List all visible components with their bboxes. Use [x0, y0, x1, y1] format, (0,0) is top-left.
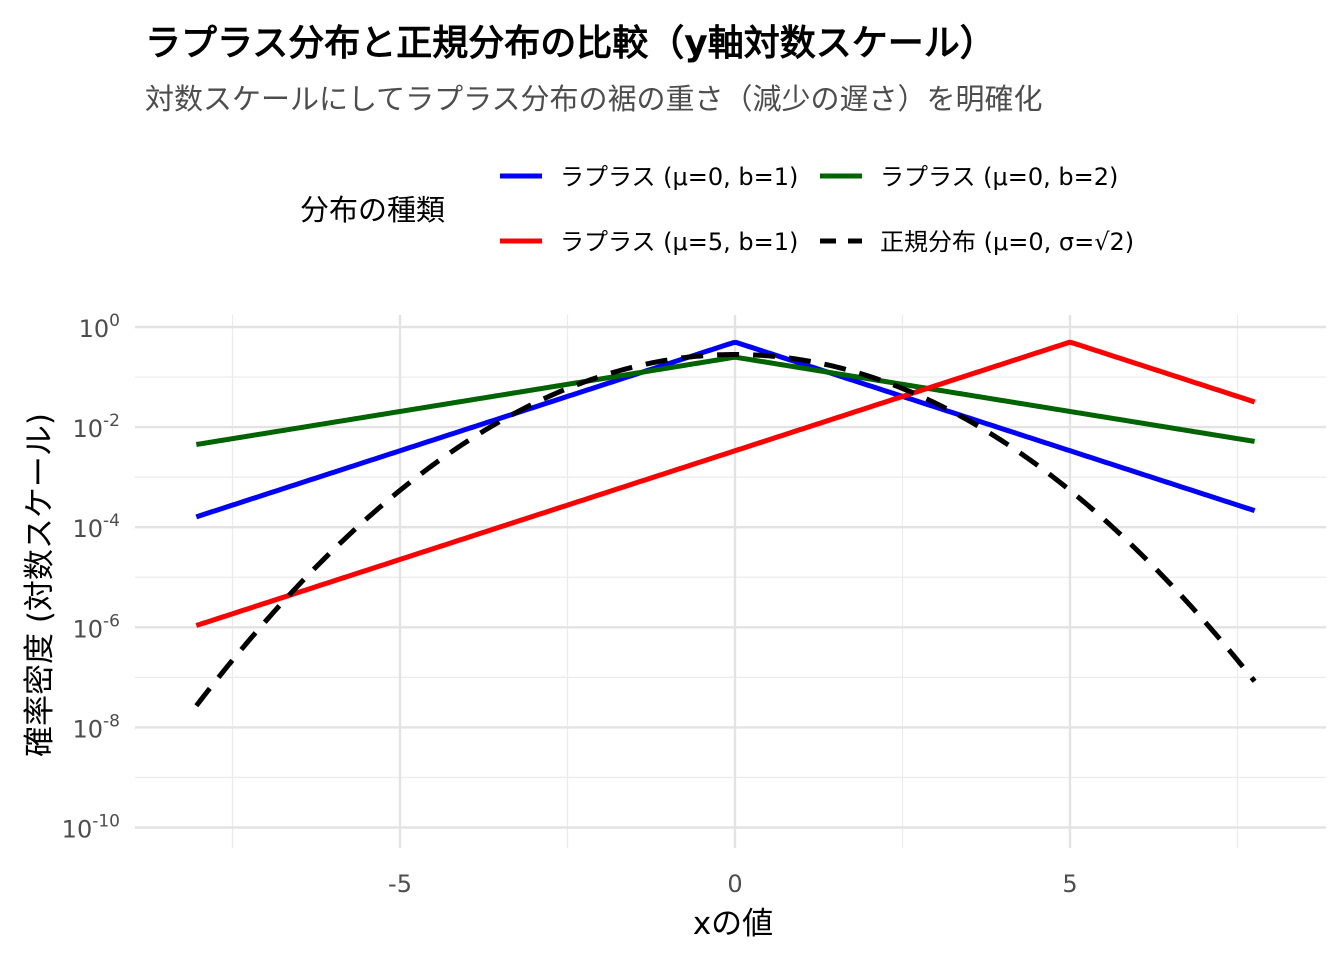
- y-tick-label: 10-8: [73, 711, 121, 743]
- legend: 分布の種類 ラプラス (μ=0, b=1) ラプラス (μ=0, b=2) ラプラス…: [300, 163, 1134, 256]
- series-lines: [194, 339, 1257, 708]
- y-tick-label: 10-6: [73, 611, 121, 643]
- series-line: [195, 339, 1256, 520]
- y-tick-label: 10-2: [73, 411, 121, 443]
- series-line: [194, 352, 1257, 708]
- series-line: [195, 339, 1256, 628]
- x-tick-labels: -5 0 5: [388, 870, 1078, 898]
- series-line: [195, 354, 1255, 447]
- x-tick-label: -5: [388, 870, 412, 898]
- x-tick-label: 5: [1062, 870, 1077, 898]
- legend-label: 正規分布 (μ=0, σ=√2): [880, 228, 1134, 256]
- y-axis-label: 確率密度 (対数スケール): [22, 413, 58, 757]
- y-tick-label: 10-10: [62, 812, 120, 844]
- x-tick-label: 0: [727, 870, 742, 898]
- legend-label: ラプラス (μ=0, b=1): [560, 163, 798, 191]
- x-axis-label: xの値: [693, 906, 773, 942]
- y-tick-label: 10-4: [73, 511, 121, 543]
- legend-title: 分布の種類: [300, 193, 445, 227]
- chart-subtitle: 対数スケールにしてラプラス分布の裾の重さ（減少の遅さ）を明確化: [145, 82, 1043, 116]
- legend-label: ラプラス (μ=0, b=2): [880, 163, 1118, 191]
- y-tick-labels: 100 10-2 10-4 10-6 10-8 10-10: [62, 311, 120, 844]
- legend-label: ラプラス (μ=5, b=1): [560, 228, 798, 256]
- grid-lines: [135, 315, 1326, 848]
- chart-title: ラプラス分布と正規分布の比較（y軸対数スケール）: [145, 23, 996, 64]
- y-tick-label: 100: [79, 311, 120, 343]
